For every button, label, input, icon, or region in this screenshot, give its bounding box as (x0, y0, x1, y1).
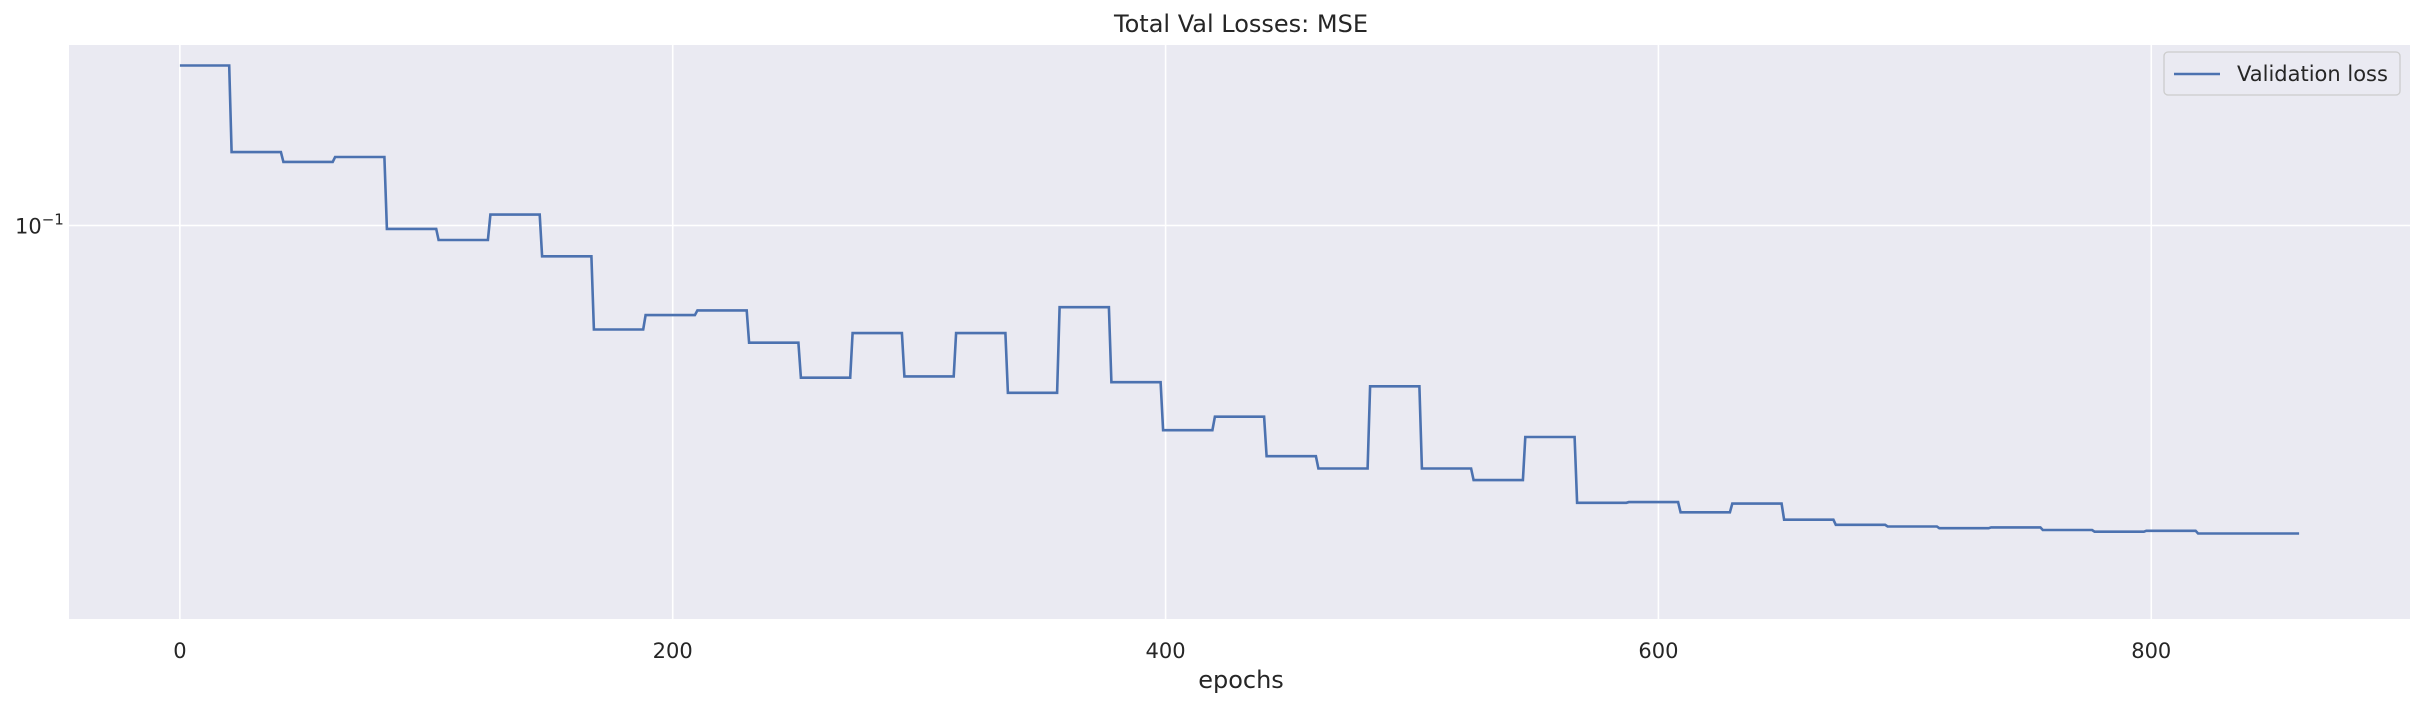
x-gridlines (179, 45, 2153, 619)
series-validation-loss-line (179, 64, 2300, 535)
chart-title: Total Val Losses: MSE (1113, 10, 1368, 38)
legend: Validation loss (2163, 51, 2401, 96)
legend-label-validation-loss: Validation loss (2237, 62, 2388, 86)
x-axis-label: epochs (1198, 666, 1284, 694)
x-tick-label: 400 (1146, 639, 1186, 663)
x-tick-label: 0 (173, 639, 186, 663)
plot-area (69, 45, 2410, 619)
legend-box (2163, 51, 2401, 96)
y-tick-label: 10−1 (15, 210, 64, 238)
y-tick-labels: 10−1 (15, 210, 64, 238)
x-tick-label: 800 (2131, 639, 2171, 663)
x-tick-labels: 0 200 400 600 800 (173, 639, 2171, 663)
x-tick-label: 200 (653, 639, 693, 663)
x-tick-label: 600 (1638, 639, 1678, 663)
